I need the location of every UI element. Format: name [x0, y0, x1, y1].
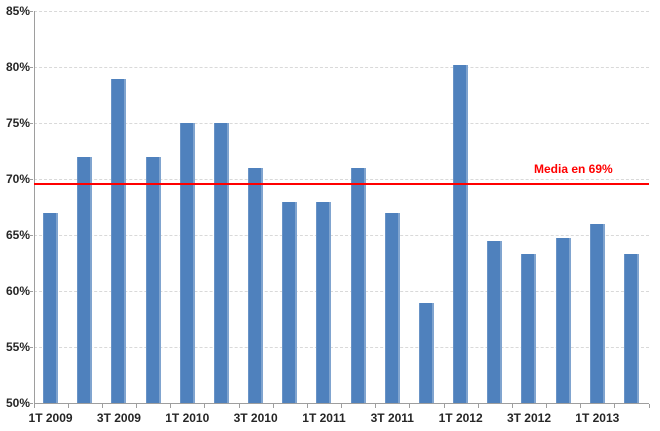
x-axis-tick [306, 404, 308, 409]
y-axis-tick [29, 291, 33, 293]
x-axis-label: 1T 2009 [28, 411, 73, 426]
gridline-75 [33, 122, 649, 124]
gridline-55 [33, 346, 649, 348]
mean-line [33, 182, 649, 185]
gridline-80 [33, 66, 649, 68]
bar-1T-2011 [316, 201, 332, 404]
y-axis-label: 80% [5, 60, 30, 75]
y-axis-label: 75% [5, 116, 30, 131]
bar-1T-2009 [43, 213, 59, 404]
x-axis-label: 3T 2011 [370, 411, 414, 426]
x-axis-tick [511, 404, 513, 409]
x-axis-tick [614, 404, 616, 409]
y-axis-tick [29, 347, 33, 349]
x-axis-tick [204, 404, 206, 409]
y-axis-tick [29, 235, 33, 237]
x-axis-tick [170, 404, 172, 409]
mean-line-label: Media en 69% [534, 162, 613, 176]
bar-3T-2012 [521, 254, 537, 404]
y-axis-line [33, 11, 35, 404]
bar-2T-2009 [77, 157, 93, 404]
x-axis-tick [648, 404, 650, 409]
bar-1T-2013 [589, 224, 605, 404]
bar-3T-2010 [248, 168, 264, 404]
bar-1T-2010 [179, 123, 195, 404]
y-axis-label: 55% [5, 340, 30, 355]
y-axis-tick [29, 179, 33, 181]
y-axis-label: 70% [5, 172, 30, 187]
y-axis-tick [29, 67, 33, 69]
bar-3T-2011 [384, 213, 400, 404]
x-axis-tick [33, 404, 35, 409]
y-axis-tick [29, 123, 33, 125]
gridline-60 [33, 290, 649, 292]
gridline-65 [33, 234, 649, 236]
bar-4T-2010 [282, 201, 298, 404]
x-axis-tick [580, 404, 582, 409]
bar-2T-2013 [624, 254, 639, 404]
x-axis-tick [341, 404, 343, 409]
bar-2T-2011 [350, 168, 366, 404]
x-axis-tick [67, 404, 69, 409]
x-axis-label: 3T 2010 [233, 411, 278, 426]
x-axis-label: 3T 2012 [506, 411, 551, 426]
y-axis-tick [29, 11, 33, 13]
y-axis-tick [29, 403, 33, 405]
x-axis-tick [409, 404, 411, 409]
y-axis-label: 50% [5, 396, 30, 411]
y-axis-label: 60% [5, 284, 30, 299]
x-axis-tick [272, 404, 274, 409]
bar-3T-2009 [111, 78, 127, 404]
bar-4T-2012 [555, 237, 571, 404]
bar-4T-2009 [145, 157, 161, 404]
x-axis-tick [443, 404, 445, 409]
bar-2T-2010 [213, 123, 229, 404]
x-axis-label: 3T 2009 [96, 411, 141, 426]
y-axis-label: 85% [5, 4, 30, 19]
bar-1T-2012 [453, 65, 469, 404]
x-axis-tick [477, 404, 479, 409]
x-axis-tick [546, 404, 548, 409]
bar-2T-2012 [487, 241, 503, 404]
x-axis-label: 1T 2010 [165, 411, 210, 426]
x-axis-label: 1T 2013 [575, 411, 620, 426]
x-axis-tick [136, 404, 138, 409]
x-axis-tick [375, 404, 377, 409]
gridline-70 [33, 178, 649, 180]
y-axis-label: 65% [5, 228, 30, 243]
x-axis-tick [238, 404, 240, 409]
x-axis-label: 1T 2012 [438, 411, 483, 426]
gridline-85 [33, 10, 649, 12]
x-axis-line [33, 403, 649, 405]
x-axis-tick [101, 404, 103, 409]
bar-4T-2011 [418, 302, 434, 404]
x-axis-label: 1T 2011 [302, 411, 346, 426]
